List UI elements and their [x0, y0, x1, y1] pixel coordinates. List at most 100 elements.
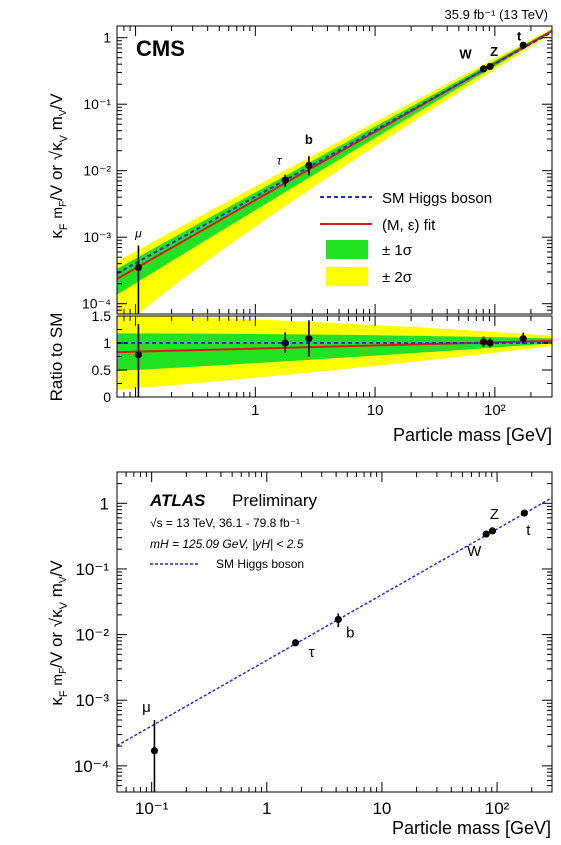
atlas-panel: μ τ b W Zt 10⁻⁴ 10⁻³ 10⁻² 10⁻¹ 1 10⁻¹ 1 10 10² ATLA…: [47, 471, 553, 838]
cms-main-frame: [116, 25, 553, 315]
cms-ratio-point: [519, 335, 527, 343]
cms-ratio-y-tick-label: 1.5: [92, 308, 112, 324]
cms-point-label: W: [459, 46, 472, 61]
atlas-x-tick-label: 10²: [485, 799, 510, 818]
atlas-point: [291, 639, 300, 647]
cms-ratio-y-tick-label: 0.5: [92, 362, 112, 378]
atlas-info-line-1: √s = 13 TeV, 36.1 - 79.8 fb⁻¹: [150, 516, 300, 530]
cms-experiment-label: CMS: [136, 36, 185, 61]
cms-legend-1sigma-swatch: [326, 240, 368, 259]
cms-points: [134, 41, 527, 314]
cms-sm-line: [117, 31, 552, 275]
cms-ratio-fit-line: [117, 339, 552, 354]
cms-x-tick-label: 10: [367, 402, 384, 419]
svg-text:κF mF/V or √κV mV/V: κF mF/V or √κV mV/V: [47, 93, 70, 239]
atlas-point-labels: μ τ b W Zt: [142, 506, 531, 716]
cms-legend-fit-label: (M, ε) fit: [382, 217, 436, 234]
cms-uncertainty-bands: [117, 28, 552, 314]
cms-point-label: Z: [490, 44, 498, 59]
atlas-point-label: τ: [309, 644, 315, 661]
atlas-x-tick-label: 10: [372, 799, 391, 818]
atlas-x-tick-label: 10⁻¹: [135, 799, 169, 818]
cms-point-label: t: [517, 29, 522, 44]
cms-ratio-x-ticks: 1 10 10²: [116, 316, 553, 419]
cms-legend: SM Higgs boson (M, ε) fit ± 1σ ± 2σ: [320, 190, 492, 286]
cms-y-axis-label: κF mF/V or √κV mV/V: [47, 93, 70, 239]
atlas-point-label: μ: [142, 699, 151, 716]
cms-point-label: μ: [134, 227, 142, 241]
cms-ratio-y-label-wrap: Ratio to SM: [47, 313, 66, 402]
atlas-y-axis-label: κF mF/V or √κV mV/V: [47, 560, 70, 706]
svg-text:κF mF/V or √κV mV/V: κF mF/V or √κV mV/V: [47, 560, 70, 706]
atlas-sm-line: [117, 497, 552, 747]
cms-ratio-lines: [117, 339, 552, 354]
atlas-y-tick-label: 10⁻²: [75, 626, 109, 645]
atlas-point: [520, 509, 528, 517]
cms-main-x-ticks: [116, 26, 553, 314]
cms-point-label: τ: [277, 154, 283, 168]
cms-point: [519, 41, 527, 49]
cms-point: [479, 65, 488, 73]
atlas-y-tick-label: 1: [100, 494, 109, 513]
cms-band-1sigma: [117, 29, 552, 295]
cms-point: [281, 176, 289, 184]
cms-point-label: b: [305, 132, 313, 147]
atlas-point: [150, 747, 159, 755]
atlas-point: [334, 615, 342, 624]
cms-ratio-point: [305, 335, 313, 343]
atlas-info-line-2: mH = 125.09 GeV, |yH| < 2.5: [150, 537, 304, 551]
atlas-y-tick-label: 10⁻³: [75, 691, 109, 710]
atlas-preliminary-label: Preliminary: [232, 491, 318, 510]
cms-point: [486, 62, 494, 71]
atlas-point-label: t: [526, 522, 531, 539]
cms-x-tick-label: 10²: [484, 402, 506, 419]
cms-y-tick-label: 10⁻²: [83, 163, 111, 179]
cms-lumi-label: 35.9 fb⁻¹ (13 TeV): [445, 7, 548, 22]
cms-lines: [117, 30, 552, 280]
atlas-point: [482, 530, 490, 538]
cms-legend-sm-label: SM Higgs boson: [382, 190, 492, 207]
atlas-point-label: b: [346, 624, 354, 641]
cms-ratio-point: [281, 339, 289, 347]
cms-ratio-y-tick-label: 0: [103, 389, 111, 405]
cms-ratio-point: [479, 338, 488, 346]
atlas-x-ticks: 10⁻¹ 1 10 10²: [116, 472, 553, 818]
cms-main-panel: μ τ b W Zt 10⁻⁴ 10⁻³ 10⁻² 10⁻¹ 1 CMS 35.9 fb⁻¹ (…: [47, 7, 553, 315]
atlas-frame: [116, 471, 553, 793]
cms-ratio-y-tick-label: 1: [103, 335, 111, 351]
cms-ratio-y-label: Ratio to SM: [47, 313, 66, 402]
cms-x-axis-label: Particle mass [GeV]: [393, 425, 552, 445]
cms-ratio-panel: 0 0.5 1 1.5 1 10 10² Ratio to SM Particle mas…: [47, 308, 553, 445]
cms-point: [134, 263, 143, 272]
cms-main-y-ticks: 10⁻⁴ 10⁻³ 10⁻² 10⁻¹ 1: [82, 30, 552, 315]
atlas-y-ticks: 10⁻⁴ 10⁻³ 10⁻² 10⁻¹ 1: [74, 471, 552, 793]
cms-x-tick-label: 1: [251, 402, 259, 419]
cms-legend-2sigma-swatch: [326, 267, 368, 286]
atlas-experiment-label: ATLAS: [149, 491, 206, 510]
cms-y-tick-label: 10⁻⁴: [82, 296, 111, 312]
atlas-point-label: W: [467, 543, 482, 560]
cms-ratio-points: [134, 320, 527, 397]
cms-y-tick-label: 10⁻¹: [83, 96, 111, 112]
atlas-point: [488, 527, 497, 535]
atlas-points: [150, 509, 528, 792]
cms-ratio-bands: [117, 316, 552, 390]
atlas-y-tick-label: 10⁻¹: [75, 560, 109, 579]
cms-y-tick-label: 1: [103, 30, 111, 46]
cms-ratio-point: [486, 339, 494, 347]
atlas-lines: [117, 497, 552, 747]
cms-point: [305, 161, 313, 170]
cms-point-labels: μ τ b W Zt: [134, 29, 522, 241]
cms-band-2sigma: [117, 28, 552, 314]
cms-legend-1sigma-label: ± 1σ: [382, 242, 413, 259]
atlas-legend-sm-label: SM Higgs boson: [216, 557, 304, 571]
cms-ratio-point: [134, 351, 143, 359]
cms-ratio-y-ticks: 0 0.5 1 1.5: [92, 308, 552, 405]
atlas-x-axis-label: Particle mass [GeV]: [392, 818, 551, 838]
atlas-y-tick-label: 10⁻⁴: [74, 757, 109, 776]
atlas-point-label: Z: [490, 506, 499, 523]
cms-y-tick-label: 10⁻³: [83, 229, 111, 245]
cms-legend-2sigma-label: ± 2σ: [382, 269, 413, 286]
atlas-x-tick-label: 1: [262, 799, 271, 818]
